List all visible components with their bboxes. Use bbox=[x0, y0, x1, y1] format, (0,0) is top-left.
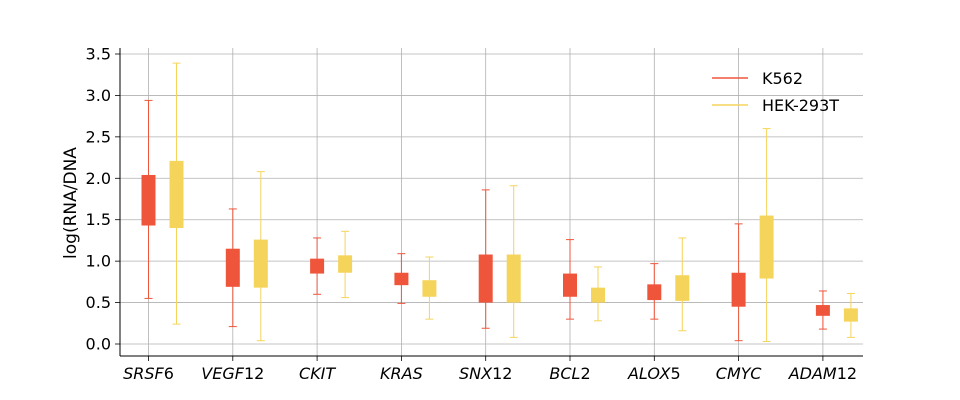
box-iqr bbox=[675, 275, 690, 301]
legend-label: K562 bbox=[762, 69, 803, 88]
x-tick-label: SNX12 bbox=[459, 364, 512, 383]
box-k562-kras bbox=[394, 253, 409, 304]
box-hek-293t-kras bbox=[422, 256, 437, 320]
legend: K562 HEK-293T bbox=[712, 69, 839, 115]
y-tick-label: 3.0 bbox=[86, 86, 111, 105]
box-iqr bbox=[478, 254, 493, 303]
x-tick-label: VEGF12 bbox=[201, 364, 264, 383]
y-tick-label: 1.5 bbox=[86, 210, 111, 229]
box-k562-srsf6 bbox=[141, 99, 156, 299]
box-iqr bbox=[253, 239, 268, 288]
y-tick-labels: 0.0 0.5 1.0 1.5 2.0 2.5 3.0 3.5 bbox=[86, 45, 111, 354]
x-tick-labels: SRSF6 VEGF12 CKIT KRAS SNX12 BCL2 ALOX5 CMYC ADA… bbox=[123, 364, 857, 383]
x-tick-label: CMYC bbox=[716, 364, 762, 383]
box-k562-adam12 bbox=[815, 290, 830, 330]
y-tick-label: 2.5 bbox=[86, 127, 111, 146]
legend-item-k562: K562 bbox=[712, 69, 803, 88]
box-hek-293t-alox5 bbox=[675, 237, 690, 332]
box-k562-cmyc bbox=[731, 223, 746, 342]
box-iqr bbox=[506, 254, 521, 303]
box-hek-293t-ckit bbox=[338, 230, 353, 299]
box-iqr bbox=[563, 273, 577, 297]
box-k562-snx12 bbox=[478, 189, 493, 329]
box-iqr bbox=[394, 272, 409, 286]
x-tick-label: SRSF6 bbox=[123, 364, 174, 383]
box-k562-bcl2 bbox=[563, 239, 577, 320]
x-tick-label: KRAS bbox=[380, 364, 423, 383]
box-hek-293t-adam12 bbox=[843, 292, 858, 338]
box-k562-vegf12 bbox=[225, 208, 240, 328]
grid-layer bbox=[120, 48, 863, 356]
box-iqr bbox=[310, 258, 325, 274]
y-tick-label: 1.0 bbox=[86, 252, 111, 271]
box-iqr bbox=[731, 272, 746, 307]
box-hek-293t-snx12 bbox=[506, 185, 521, 338]
box-iqr bbox=[225, 248, 240, 287]
box-iqr bbox=[759, 215, 774, 279]
x-tick-label: ALOX5 bbox=[627, 364, 681, 383]
y-tick-label: 3.5 bbox=[86, 45, 111, 64]
y-tick-label: 0.5 bbox=[86, 293, 111, 312]
box-iqr bbox=[591, 287, 605, 303]
box-iqr bbox=[843, 308, 858, 322]
box-k562-alox5 bbox=[647, 263, 662, 320]
boxes-layer bbox=[141, 62, 858, 343]
box-iqr bbox=[338, 255, 353, 273]
box-iqr bbox=[422, 280, 437, 297]
x-tick-label: CKIT bbox=[299, 364, 336, 383]
box-k562-ckit bbox=[310, 237, 325, 295]
y-tick-label: 2.0 bbox=[86, 169, 111, 188]
x-tick-label: ADAM12 bbox=[788, 364, 857, 383]
legend-item-hek-293t: HEK-293T bbox=[712, 96, 839, 115]
legend-label: HEK-293T bbox=[762, 96, 839, 115]
y-tick-label: 0.0 bbox=[86, 335, 111, 354]
box-hek-293t-srsf6 bbox=[169, 62, 184, 325]
axes-layer bbox=[115, 48, 863, 361]
box-iqr bbox=[169, 160, 184, 228]
box-iqr bbox=[815, 305, 830, 316]
y-axis-label: log(RNA/DNA bbox=[61, 147, 81, 259]
x-tick-label: BCL2 bbox=[549, 364, 590, 383]
box-hek-293t-cmyc bbox=[759, 128, 774, 343]
box-hek-293t-vegf12 bbox=[253, 171, 268, 342]
box-iqr bbox=[141, 174, 156, 226]
box-iqr bbox=[647, 284, 662, 301]
box-hek-293t-bcl2 bbox=[591, 266, 605, 322]
